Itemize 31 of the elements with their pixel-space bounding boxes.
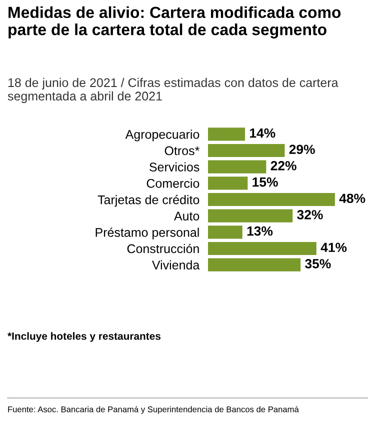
y-tick-label: Vivienda	[152, 260, 200, 270]
source-note: Fuente: Asoc. Bancaria de Panamá y Superintendencia de Bancos de Panamá	[8, 406, 299, 414]
data-label: 48%	[339, 194, 366, 204]
y-tick-label: Servicios	[150, 162, 200, 172]
y-tick-label: Tarjetas de crédito	[98, 194, 200, 207]
bar	[208, 226, 242, 239]
bar	[208, 144, 285, 158]
bar	[208, 209, 293, 222]
data-label: 32%	[297, 210, 323, 220]
bar	[208, 258, 301, 272]
data-label: 29%	[289, 144, 315, 154]
y-tick-label: Construcción	[127, 244, 199, 254]
y-tick-label: Agropecuario	[125, 130, 200, 142]
text: *Incluye hoteles y restaurantes	[8, 332, 160, 342]
bar	[208, 128, 246, 141]
data-label: 14%	[250, 128, 276, 138]
data-label: 13%	[247, 226, 273, 236]
data-label: 41%	[320, 242, 347, 252]
bar	[208, 176, 248, 190]
y-tick-label: Otros*	[164, 146, 200, 156]
y-tick-label: Auto	[174, 212, 200, 220]
data-label: 15%	[252, 177, 278, 187]
chart-subtitle: 18 de junio de 2021 / Cifras estimadas con datos de cartera segmentada a abril de 2021	[8, 78, 338, 103]
bar	[208, 160, 266, 174]
y-tick-label: Comercio	[146, 178, 200, 188]
bar	[208, 192, 335, 206]
y-tick-label: Préstamo personal	[96, 228, 199, 240]
data-label: 22%	[270, 161, 296, 170]
bar	[208, 242, 316, 256]
data-label: 35%	[305, 259, 331, 268]
chart-title: Medidas de alivio: Cartera modificada como parte de la cartera total de cada segmento	[8, 6, 341, 38]
